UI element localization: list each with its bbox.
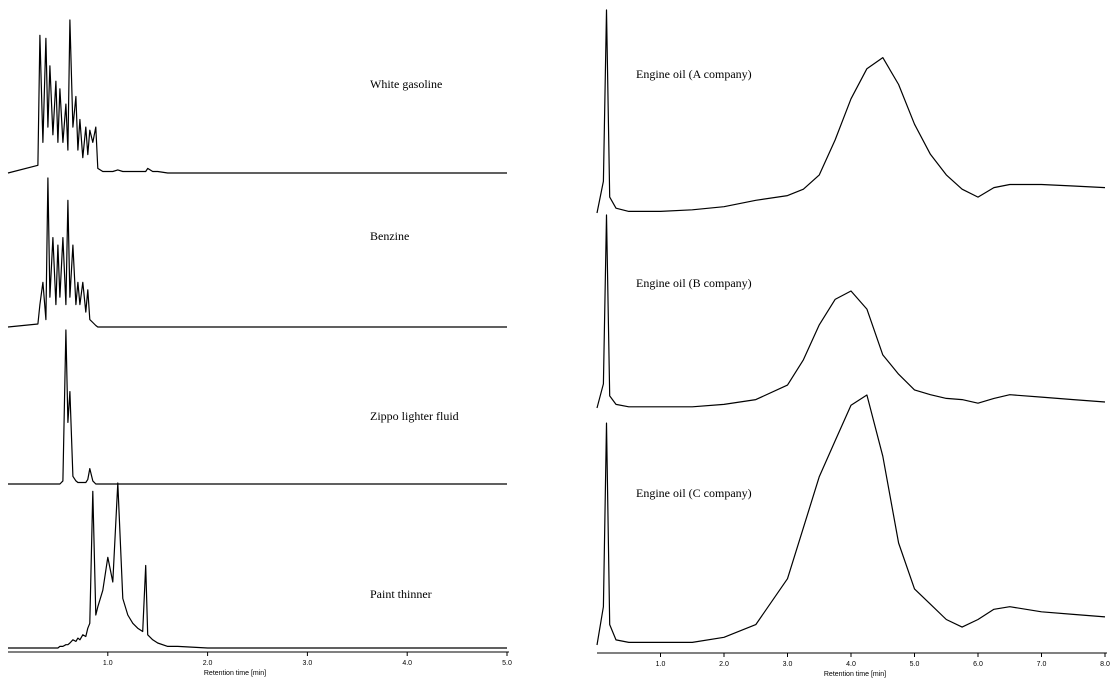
x-tick-label: 2.0 xyxy=(203,660,213,667)
trace-label: Zippo lighter fluid xyxy=(370,409,459,423)
x-tick-label: 3.0 xyxy=(303,660,313,667)
trace-label: Engine oil (C company) xyxy=(636,486,752,500)
trace xyxy=(596,214,1106,409)
x-tick-label: 6.0 xyxy=(973,661,983,668)
x-tick-label: 7.0 xyxy=(1037,661,1047,668)
x-axis-label: Retention time [min] xyxy=(204,670,266,677)
trace xyxy=(596,9,1106,214)
x-tick-label: 5.0 xyxy=(502,660,512,667)
x-tick-label: 2.0 xyxy=(719,661,729,668)
x-tick-label: 5.0 xyxy=(910,661,920,668)
x-tick-label: 8.0 xyxy=(1100,661,1110,668)
x-axis-label: Retention time [min] xyxy=(824,671,886,678)
x-tick-label: 4.0 xyxy=(402,660,412,667)
x-tick-label: 3.0 xyxy=(783,661,793,668)
trace-label: Engine oil (A company) xyxy=(636,67,752,81)
x-tick-label: 1.0 xyxy=(103,660,113,667)
trace xyxy=(7,19,507,174)
trace xyxy=(8,482,507,649)
trace xyxy=(8,329,507,485)
trace-label: Paint thinner xyxy=(370,587,432,601)
trace-label: Engine oil (B company) xyxy=(636,276,752,290)
trace xyxy=(596,394,1106,646)
x-tick-label: 1.0 xyxy=(656,661,666,668)
trace xyxy=(7,177,507,328)
x-tick-label: 4.0 xyxy=(846,661,856,668)
trace-label: Benzine xyxy=(370,229,409,243)
trace-label: White gasoline xyxy=(370,77,442,91)
